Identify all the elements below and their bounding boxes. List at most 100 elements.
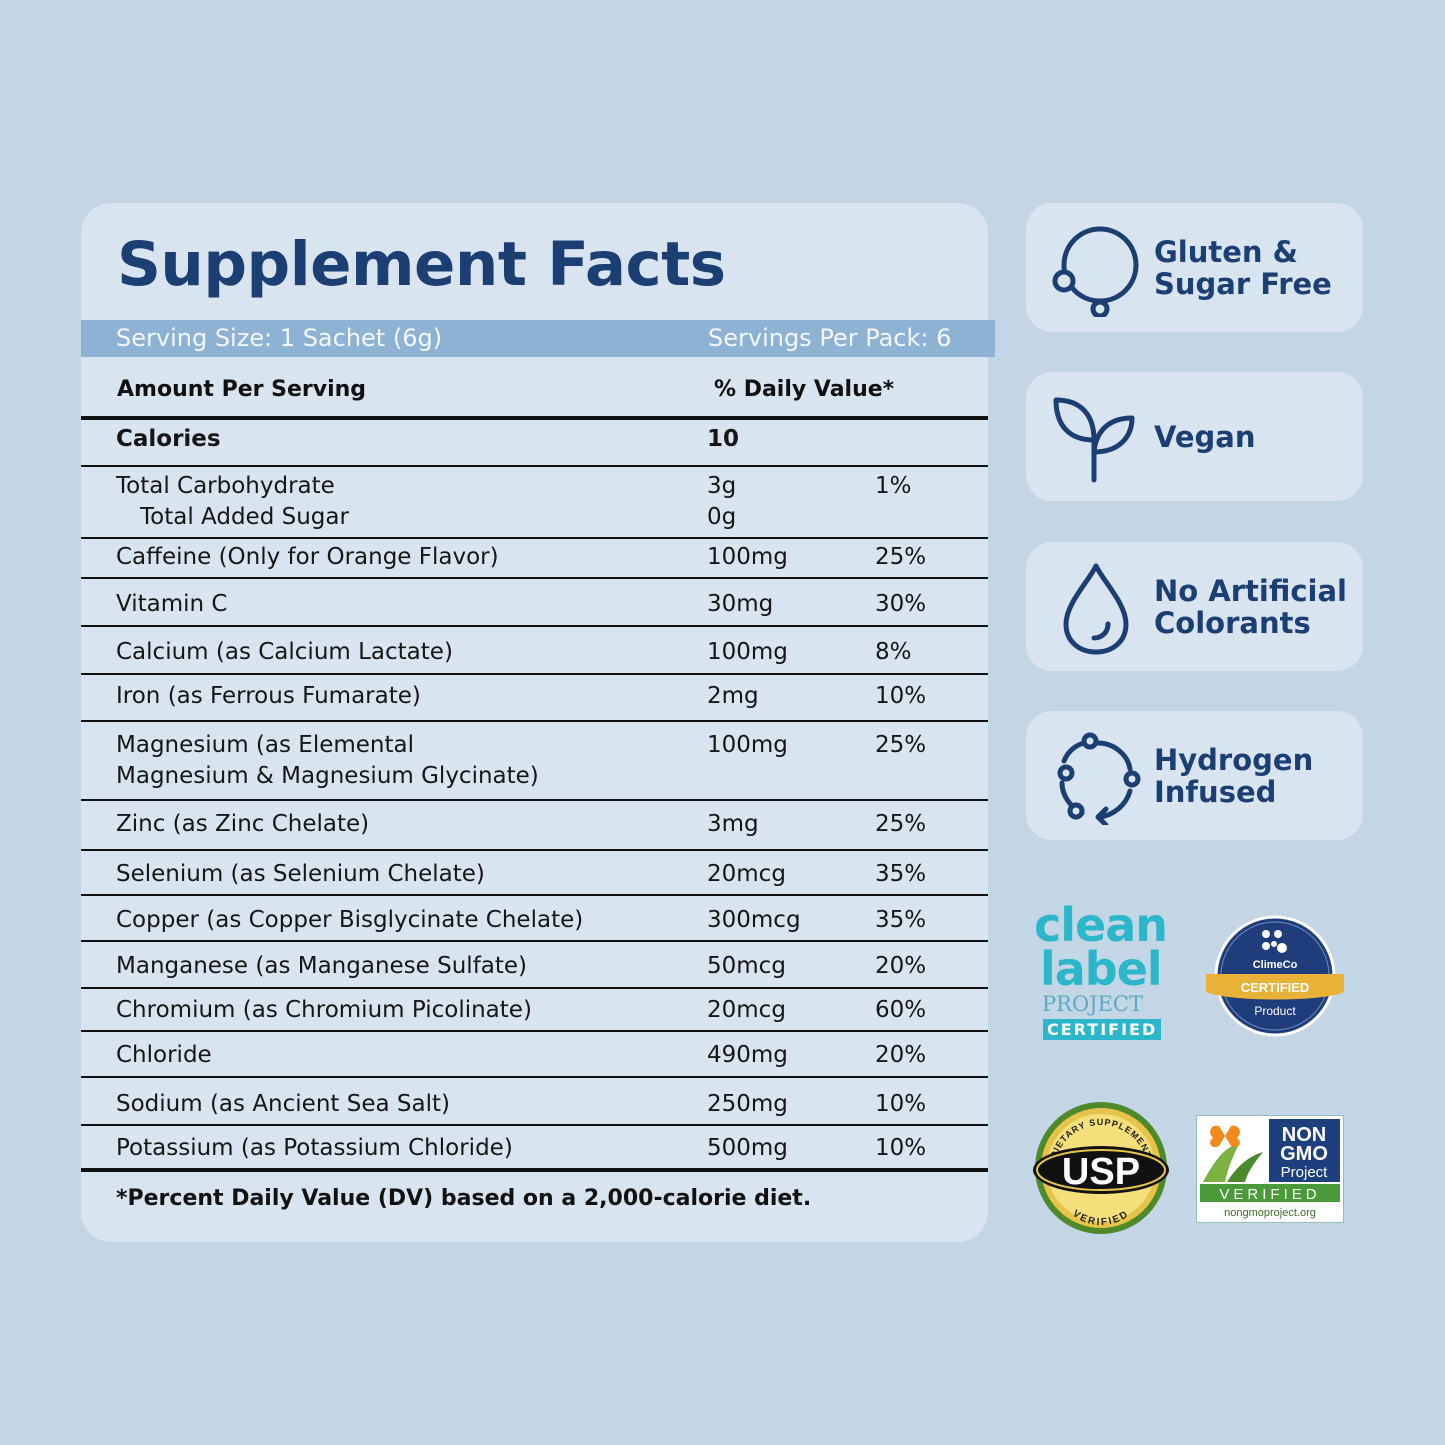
nutrient-dv: 10% xyxy=(875,683,927,709)
nutrient-name: Caffeine (Only for Orange Flavor) xyxy=(116,544,499,570)
nutrient-amount: 100mg xyxy=(707,639,788,665)
divider xyxy=(81,940,988,942)
nutrient-sub-amount: 0g xyxy=(707,504,737,530)
facts-title: Supplement Facts xyxy=(117,229,726,300)
supplement-facts-panel: Supplement Facts Serving Size: 1 Sachet … xyxy=(81,203,995,1242)
divider xyxy=(81,849,988,851)
nutrient-name: Sodium (as Ancient Sea Salt) xyxy=(116,1091,450,1117)
badge-label: Vegan xyxy=(1154,421,1354,453)
thick-divider xyxy=(81,1168,988,1172)
nutrient-amount: 20mcg xyxy=(707,861,786,887)
nutrient-dv: 10% xyxy=(875,1135,927,1161)
divider xyxy=(81,625,988,627)
nutrient-name: Potassium (as Potassium Chloride) xyxy=(116,1135,513,1161)
nutrient-amount: 100mg xyxy=(707,732,788,758)
nutrient-amount: 250mg xyxy=(707,1091,788,1117)
divider xyxy=(81,1076,988,1078)
badge-line2: Colorants xyxy=(1154,605,1311,640)
divider xyxy=(81,1030,988,1032)
climeco-sub: Product xyxy=(1254,1004,1296,1018)
climeco-brand: ClimeCo xyxy=(1253,959,1298,971)
amount-per-serving-header: Amount Per Serving xyxy=(117,377,367,402)
nutrient-name: Vitamin C xyxy=(116,591,228,617)
divider xyxy=(81,465,988,467)
divider xyxy=(81,799,988,801)
clean-label-word1: clean xyxy=(1034,898,1168,952)
badge-no-artificial-colorants: No Artificial Colorants xyxy=(1026,542,1363,671)
divider xyxy=(81,537,988,539)
nutrient-amount: 100mg xyxy=(707,544,788,570)
nutrient-name: Copper (as Copper Bisglycinate Chelate) xyxy=(116,907,584,933)
nutrient-amount: 3g xyxy=(707,473,737,499)
nutrient-sub-name: Total Added Sugar xyxy=(140,504,349,530)
nutrient-name: Calcium (as Calcium Lactate) xyxy=(116,639,453,665)
nongmo-line1: NON xyxy=(1282,1124,1326,1146)
nutrient-dv: 25% xyxy=(875,811,927,837)
badge-label: Gluten & Sugar Free xyxy=(1154,236,1354,300)
clean-label-word4: CERTIFIED xyxy=(1043,1019,1162,1040)
thick-divider xyxy=(81,416,988,420)
badge-label: Hydrogen Infused xyxy=(1154,744,1354,808)
nutrient-dv: 10% xyxy=(875,1091,927,1117)
usp-verified-seal: DIETARY SUPPLEMENT USP VERIFIED xyxy=(1033,1102,1169,1234)
nutrient-name: Selenium (as Selenium Chelate) xyxy=(116,861,485,887)
badge-vegan: Vegan xyxy=(1026,372,1363,501)
molecule-cycle-icon xyxy=(1057,732,1141,825)
climeco-ribbon: CERTIFIED xyxy=(1241,980,1310,995)
badge-line1: Vegan xyxy=(1154,419,1256,454)
divider xyxy=(81,1124,988,1126)
climeco-certified-logo: ClimeCo CERTIFIED Product xyxy=(1206,915,1344,1037)
nutrient-amount: 2mg xyxy=(707,683,759,709)
nutrient-name: Chromium (as Chromium Picolinate) xyxy=(116,997,532,1023)
divider xyxy=(81,577,988,579)
divider xyxy=(81,720,988,722)
clean-label-word3: PROJECT xyxy=(1042,992,1143,1016)
badge-line1: Hydrogen xyxy=(1154,742,1314,777)
nutrient-dv: 30% xyxy=(875,591,927,617)
calories-label: Calories xyxy=(116,426,221,452)
clean-label-project-logo: clean label PROJECT CERTIFIED xyxy=(1034,902,1174,1040)
serving-info-bar: Serving Size: 1 Sachet (6g) Servings Per… xyxy=(81,320,995,357)
usp-main-text: USP xyxy=(1062,1151,1140,1193)
nutrient-name: Zinc (as Zinc Chelate) xyxy=(116,811,370,837)
nutrient-dv: 8% xyxy=(875,639,912,665)
nutrient-amount: 500mg xyxy=(707,1135,788,1161)
nutrient-amount: 490mg xyxy=(707,1042,788,1068)
sprout-icon xyxy=(1053,397,1135,483)
nutrient-name-line2: Magnesium & Magnesium Glycinate) xyxy=(116,763,539,789)
daily-value-header: % Daily Value* xyxy=(714,377,895,402)
divider xyxy=(81,673,988,675)
nutrient-dv: 35% xyxy=(875,861,927,887)
nongmo-verified: VERIFIED xyxy=(1219,1186,1320,1203)
badge-gluten-sugar-free: Gluten & Sugar Free xyxy=(1026,203,1363,332)
badge-line1: Gluten & xyxy=(1154,234,1298,269)
nutrient-name: Iron (as Ferrous Fumarate) xyxy=(116,683,421,709)
calories-value: 10 xyxy=(707,426,740,452)
nutrient-amount: 300mcg xyxy=(707,907,801,933)
badge-line2: Infused xyxy=(1154,774,1277,809)
badge-label: No Artificial Colorants xyxy=(1154,575,1354,639)
nutrient-dv: 20% xyxy=(875,953,927,979)
nutrient-dv: 35% xyxy=(875,907,927,933)
nutrient-amount: 3mg xyxy=(707,811,759,837)
non-gmo-project-verified-logo: NON GMO Project VERIFIED nongmoproject.o… xyxy=(1196,1115,1344,1223)
nutrient-name: Chloride xyxy=(116,1042,212,1068)
nutrient-name: Magnesium (as Elemental xyxy=(116,732,415,758)
badge-line2: Sugar Free xyxy=(1154,266,1332,301)
nongmo-line3: Project xyxy=(1281,1164,1329,1181)
nongmo-url: nongmoproject.org xyxy=(1224,1207,1316,1219)
footnote: *Percent Daily Value (DV) based on a 2,0… xyxy=(116,1186,812,1211)
badge-line1: No Artificial xyxy=(1154,573,1347,608)
nutrient-dv: 60% xyxy=(875,997,927,1023)
badge-hydrogen-infused: Hydrogen Infused xyxy=(1026,711,1363,840)
nutrient-dv: 25% xyxy=(875,732,927,758)
nutrient-name: Total Carbohydrate xyxy=(116,473,335,499)
nutrient-amount: 30mg xyxy=(707,591,774,617)
nutrient-amount: 50mcg xyxy=(707,953,786,979)
divider xyxy=(81,987,988,989)
nutrient-amount: 20mcg xyxy=(707,997,786,1023)
clean-label-word2: label xyxy=(1040,942,1163,996)
nutrient-dv: 25% xyxy=(875,544,927,570)
divider xyxy=(81,894,988,896)
servings-per-pack: Servings Per Pack: 6 xyxy=(708,324,952,352)
